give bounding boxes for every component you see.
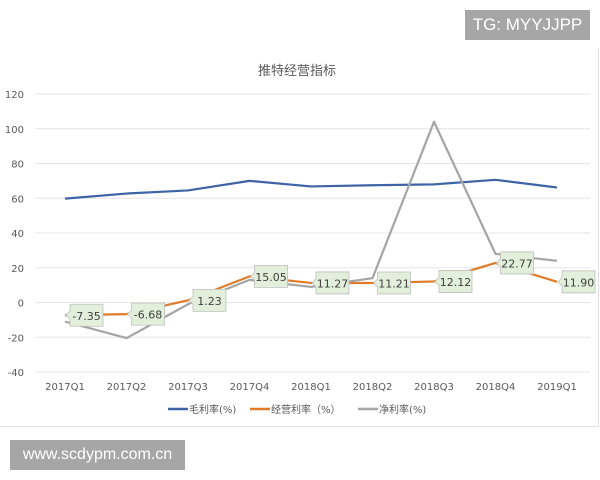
data-label: 15.05 <box>255 271 287 284</box>
watermark-top: TG: MYYJJPP <box>465 10 590 40</box>
data-label-box <box>372 271 411 295</box>
x-tick-label: 2017Q3 <box>168 382 208 393</box>
x-tick-label: 2018Q1 <box>291 382 331 393</box>
data-label-box <box>249 264 288 288</box>
y-tick-label: -20 <box>8 333 24 344</box>
legend-label: 经营利率（%） <box>271 403 341 416</box>
data-label: 12.12 <box>440 276 472 289</box>
data-label: 11.27 <box>317 277 349 290</box>
data-label: 11.21 <box>378 278 410 291</box>
watermark-bottom: www.scdypm.com.cn <box>10 440 185 470</box>
x-tick-label: 2017Q2 <box>107 382 147 393</box>
data-label-box <box>434 270 473 293</box>
data-label-box <box>495 251 534 275</box>
y-tick-label: 20 <box>11 264 24 275</box>
data-label-box <box>311 271 350 295</box>
legend-label: 毛利率(%) <box>189 403 236 416</box>
y-tick-label: 80 <box>11 160 24 171</box>
data-label: -7.35 <box>72 310 100 323</box>
legend-label: 净利率(%) <box>379 403 426 416</box>
y-tick-label: 40 <box>11 229 24 240</box>
data-label: 11.90 <box>563 276 595 289</box>
x-tick-label: 2017Q1 <box>45 382 85 393</box>
x-tick-label: 2017Q4 <box>230 382 270 393</box>
data-label-box <box>188 288 227 312</box>
data-label-box <box>65 303 104 327</box>
y-tick-label: 120 <box>5 90 24 101</box>
y-tick-label: 100 <box>5 125 24 136</box>
y-tick-label: 0 <box>18 299 24 310</box>
chart-title: 推特经营指标 <box>258 64 336 79</box>
chart-frame <box>0 48 599 427</box>
y-tick-label: 60 <box>11 194 24 205</box>
data-label: -6.68 <box>134 309 162 322</box>
x-tick-label: 2018Q4 <box>476 382 516 393</box>
data-label: 22.77 <box>501 257 533 270</box>
x-tick-label: 2018Q2 <box>353 382 393 393</box>
y-tick-label: -40 <box>8 368 24 379</box>
x-tick-label: 2019Q1 <box>537 382 577 393</box>
x-tick-label: 2018Q3 <box>414 382 454 393</box>
series-line <box>64 178 558 200</box>
series-line <box>64 120 558 340</box>
data-label-box <box>126 302 165 326</box>
data-label-box <box>557 270 596 294</box>
data-label: 1.23 <box>197 295 222 308</box>
